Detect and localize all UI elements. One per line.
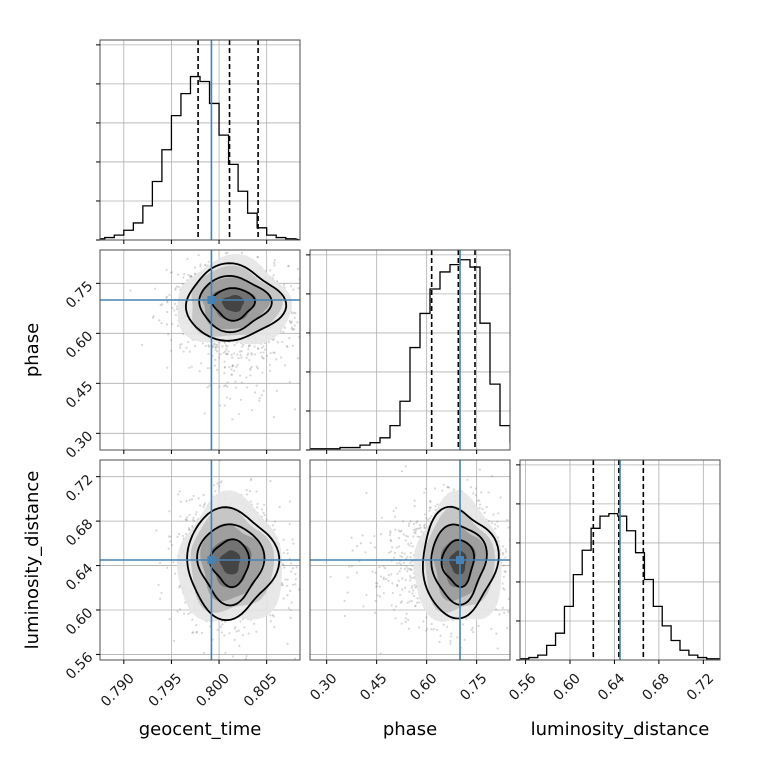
x-tick-label: 0.60 — [551, 671, 584, 704]
x-tick-label: 0.68 — [639, 671, 672, 704]
contour-line-1 — [198, 274, 273, 334]
y-tick-label: 0.68 — [63, 516, 96, 549]
x-tick-label: 0.64 — [595, 671, 628, 704]
x-tick-label: 0.30 — [307, 671, 340, 704]
hist-panel-phase — [306, 249, 511, 454]
y-tick-label: 0.64 — [63, 561, 96, 594]
y-axis-label-luminosity_distance: luminosity_distance — [22, 471, 43, 650]
y-tick-label: 0.30 — [63, 428, 96, 461]
hist-panel-geocent_time — [96, 39, 301, 244]
contour-line-1 — [430, 523, 488, 606]
x-axis-label-geocent_time: geocent_time — [139, 719, 262, 740]
x-axis-label-luminosity_distance: luminosity_distance — [531, 719, 710, 740]
panel-frame — [99, 39, 301, 241]
y-tick-label: 0.60 — [63, 605, 96, 638]
panel-frame — [309, 459, 511, 661]
x-tick-label: 0.790 — [98, 671, 138, 711]
scatter-panel-phase-luminosity_distance — [309, 459, 511, 664]
contour-line-0 — [186, 506, 281, 622]
panel-frame — [99, 459, 301, 661]
histogram-luminosity_distance — [520, 513, 720, 660]
density-level-4 — [219, 550, 241, 575]
contour-line-1 — [196, 523, 266, 607]
panel-frame — [99, 249, 301, 451]
y-axis-label-phase: phase — [22, 323, 43, 377]
histogram-geocent_time — [100, 75, 300, 240]
y-tick-label: 0.72 — [63, 472, 96, 505]
x-tick-label: 0.75 — [457, 671, 490, 704]
panel-frame — [519, 459, 721, 661]
contour-line-0 — [421, 505, 500, 620]
x-tick-label: 0.60 — [407, 671, 440, 704]
x-tick-label: 0.795 — [146, 671, 186, 711]
injection-marker — [207, 556, 216, 564]
y-tick-label: 0.56 — [63, 649, 96, 682]
x-tick-label: 0.805 — [241, 671, 281, 711]
injection-marker — [456, 556, 464, 564]
injection-marker — [207, 296, 216, 304]
y-tick-label: 0.45 — [63, 378, 96, 411]
scatter-panel-geocent_time-phase — [96, 249, 301, 454]
x-tick-label: 0.800 — [193, 671, 233, 711]
y-tick-label: 0.75 — [63, 278, 96, 311]
x-tick-label: 0.72 — [684, 671, 717, 704]
y-tick-label: 0.60 — [63, 328, 96, 361]
x-tick-label: 0.45 — [357, 671, 390, 704]
contour-line-0 — [184, 262, 288, 342]
hist-panel-luminosity_distance — [516, 459, 721, 664]
panel-frame — [309, 249, 511, 451]
histogram-phase — [310, 259, 510, 450]
x-tick-label: 0.56 — [506, 671, 539, 704]
scatter-panel-geocent_time-luminosity_distance — [96, 459, 301, 664]
x-axis-label-phase: phase — [383, 719, 437, 740]
contour-line-2 — [440, 539, 475, 589]
